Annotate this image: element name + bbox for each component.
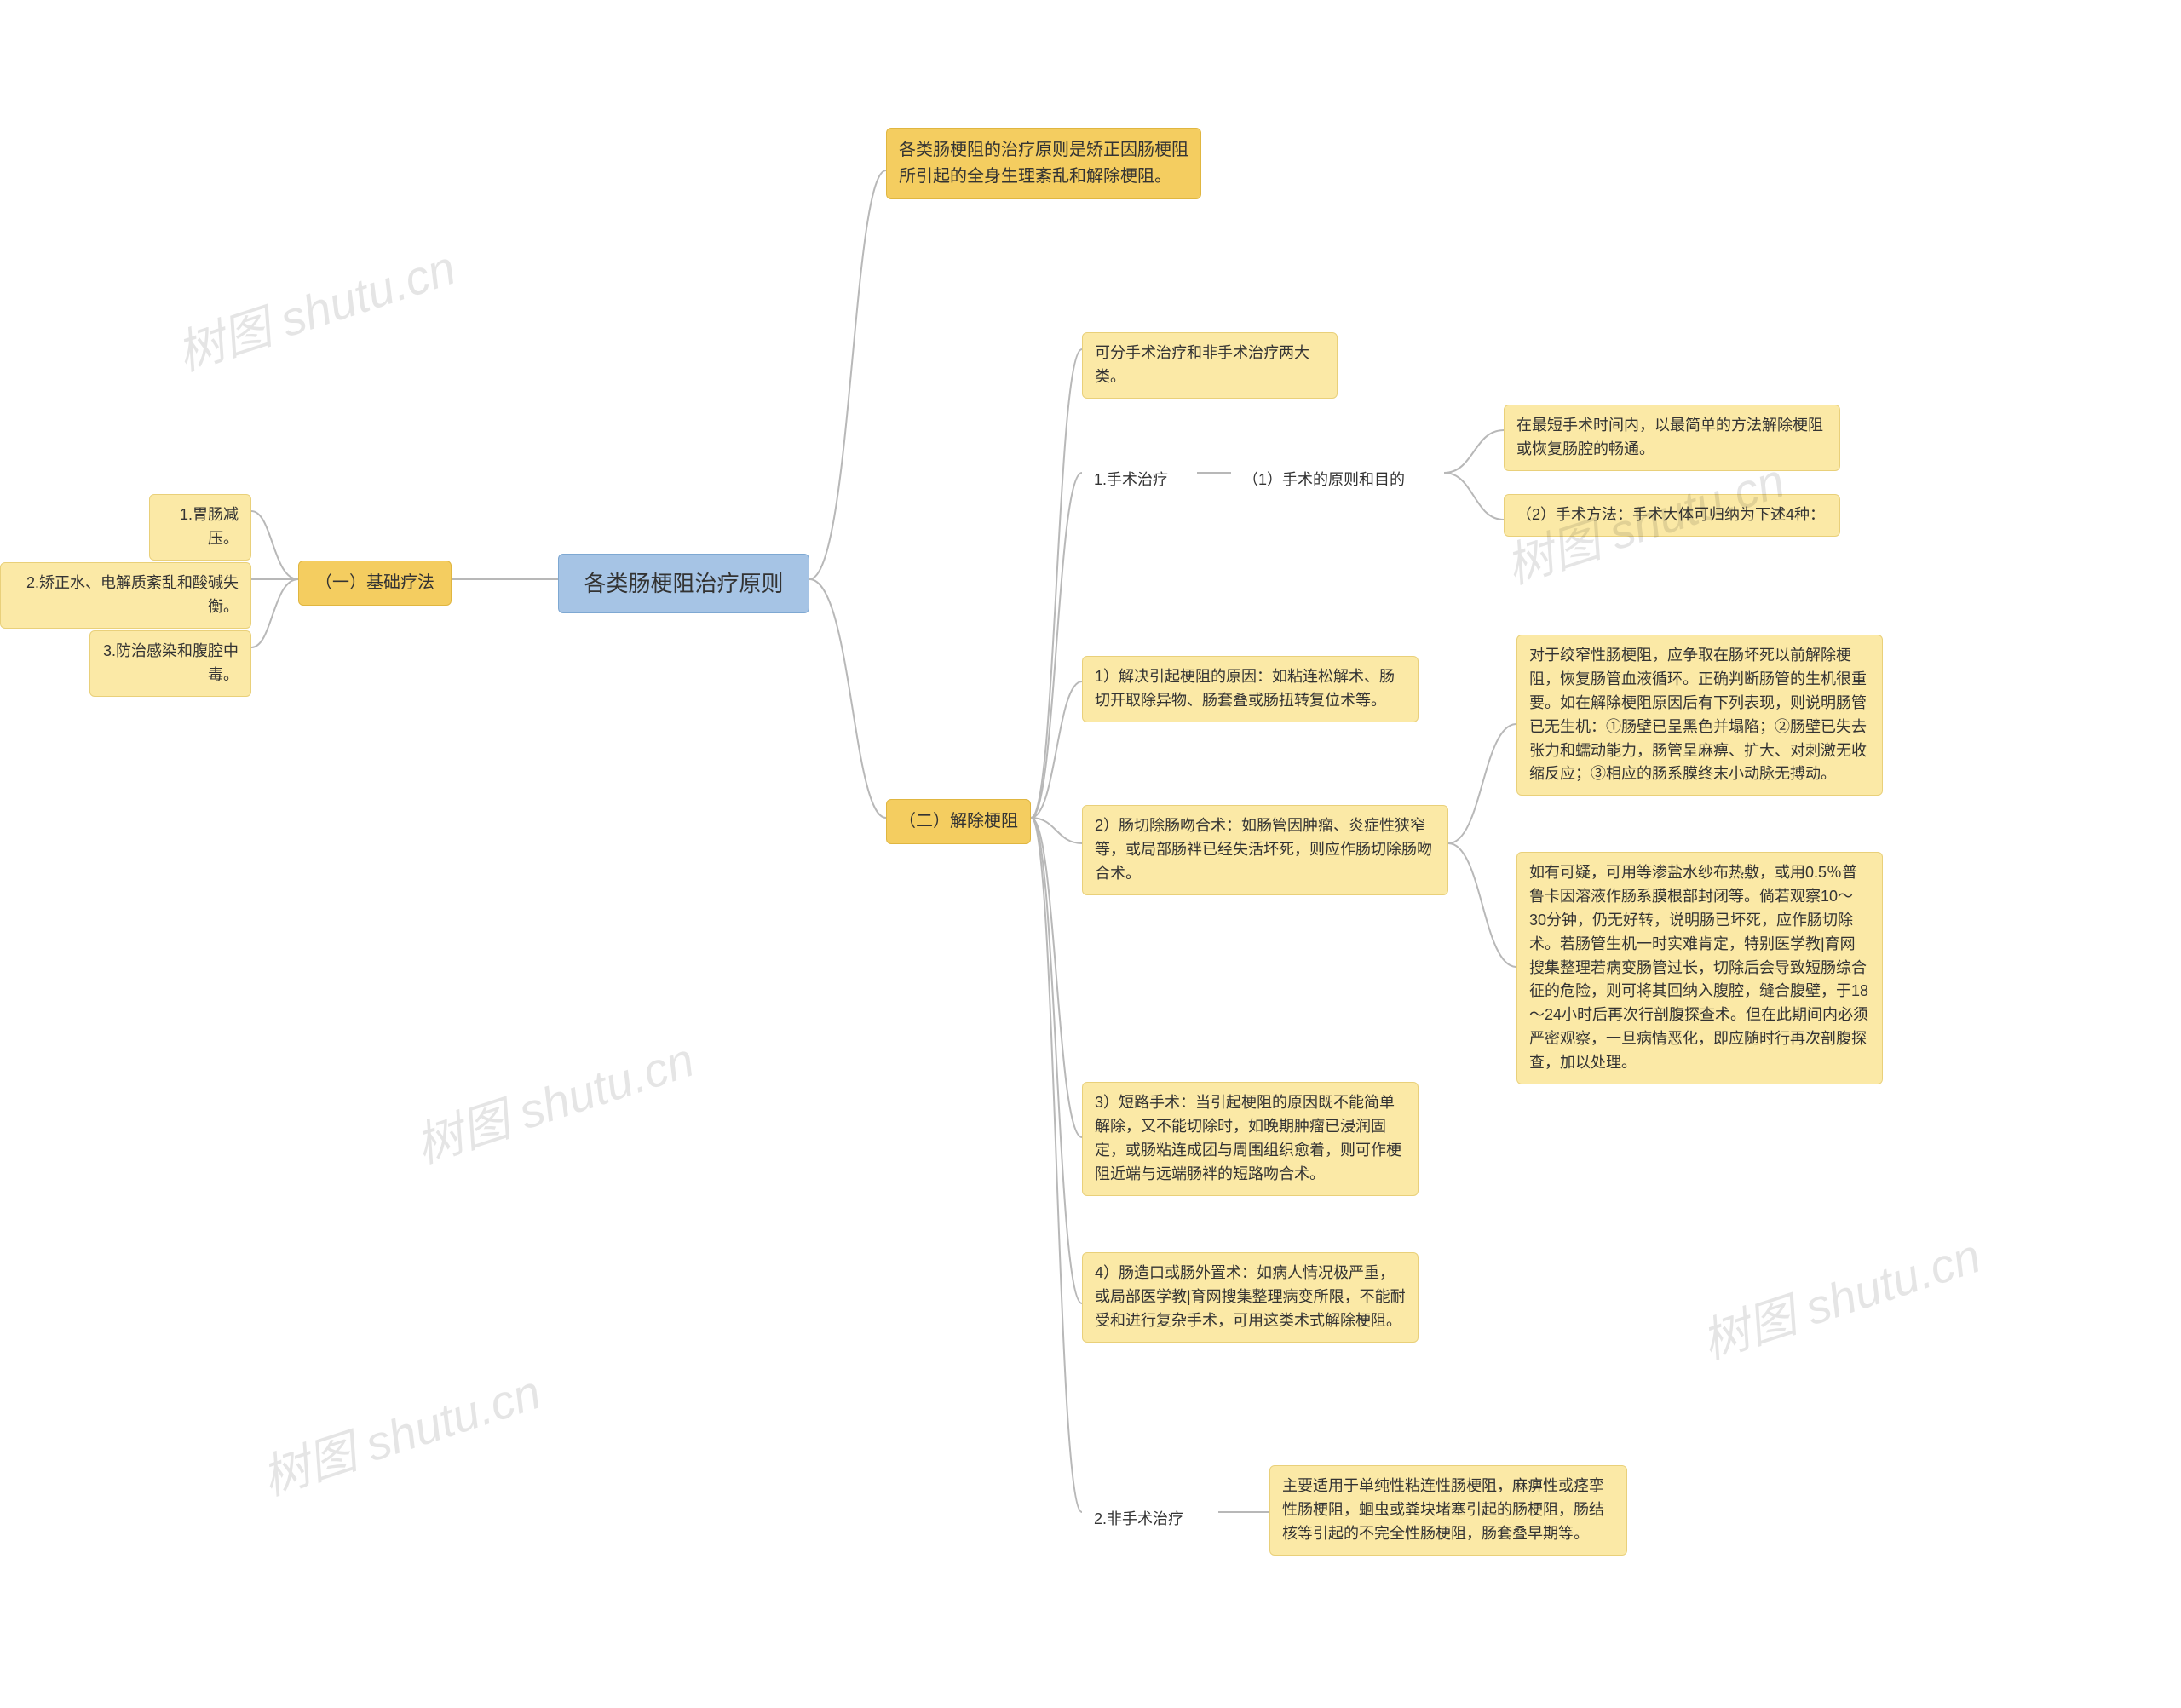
nonsurgery-text[interactable]: 主要适用于单纯性粘连性肠梗阻，麻痹性或痉挛性肠梗阻，蛔虫或粪块堵塞引起的肠梗阻，… bbox=[1269, 1465, 1627, 1556]
method-3[interactable]: 3）短路手术：当引起梗阻的原因既不能简单解除，又不能切除时，如晚期肿瘤已浸润固定… bbox=[1082, 1082, 1419, 1196]
principle-item-2[interactable]: （2）手术方法：手术大体可归纳为下述4种﻿： bbox=[1504, 494, 1840, 537]
mindmap-canvas: 树图 shutu.cn 树图 shutu.cn 树图 shutu.cn 树图 s… bbox=[0, 0, 2181, 1708]
method2-note-1[interactable]: 对于绞窄性肠梗阻，应争取在肠坏死以前解除梗阻，恢复肠管血液循环。正确判断肠管的生… bbox=[1516, 635, 1883, 796]
method-1[interactable]: 1）解决引起梗阻的原因：如粘连松解术、肠切开取除异物、肠套叠或肠扭转复位术等。 bbox=[1082, 656, 1419, 722]
method-4[interactable]: 4）肠造口或肠外置术：如病人情况极严重，或局部医学教|育网搜集整理病变所限，不能… bbox=[1082, 1252, 1419, 1343]
left-item-2[interactable]: 2.矫正水、电解质紊乱和酸碱失衡。 bbox=[0, 562, 251, 629]
sub-intro[interactable]: 可分手术治疗和非手术治疗两大类。 bbox=[1082, 332, 1338, 399]
left-item-1[interactable]: 1.胃肠减压。 bbox=[149, 494, 251, 561]
nonsurgery-label[interactable]: 2.非手术治疗 bbox=[1082, 1499, 1218, 1540]
root-node[interactable]: 各类肠梗阻治疗原则 bbox=[558, 554, 809, 613]
method-2[interactable]: 2）肠切除肠吻合术：如肠管因肿瘤、炎症性狭窄等，或局部肠袢已经失活坏死，则应作肠… bbox=[1082, 805, 1448, 895]
left-item-3[interactable]: 3.防治感染和腹腔中毒。 bbox=[89, 630, 251, 697]
principle-item-1[interactable]: 在最短手术时间内，以最简单的方法解除梗阻或恢复肠腔的畅通。 bbox=[1504, 405, 1840, 471]
surgery-label[interactable]: 1.手术治疗 bbox=[1082, 460, 1197, 501]
principle-label[interactable]: （1）手术的原则和目的 bbox=[1231, 460, 1444, 501]
left-l1[interactable]: （一）基础疗法 bbox=[298, 561, 452, 606]
method2-note-2[interactable]: 如有可疑，可用等渗盐水纱布热敷，或用0.5％普鲁卡因溶液作肠系膜根部封闭等。倘若… bbox=[1516, 852, 1883, 1084]
right-intro[interactable]: 各类肠梗阻的治疗原则是矫正因肠梗阻所引起的全身生理紊乱和解除梗阻。 bbox=[886, 128, 1201, 199]
right-l1[interactable]: （二）解除梗阻 bbox=[886, 799, 1031, 844]
